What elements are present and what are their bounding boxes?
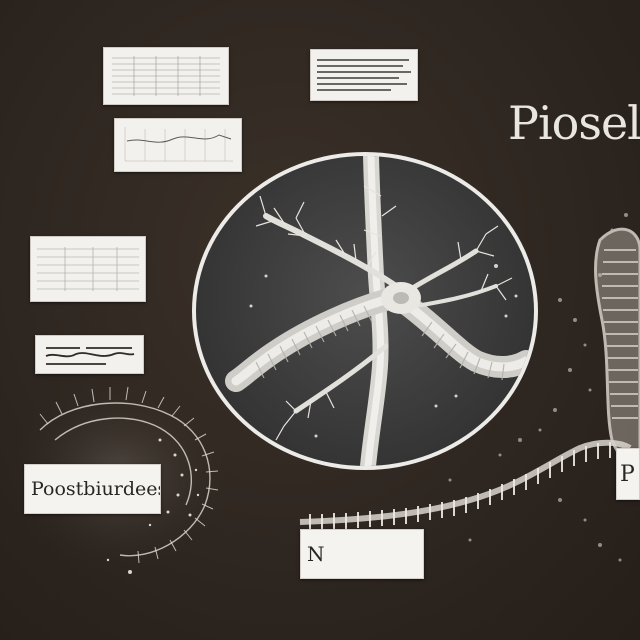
table-graphic — [37, 247, 139, 291]
caption-label-left: Poostbiurdees — [24, 464, 161, 514]
line-chart-graphic — [124, 127, 233, 162]
right-partial-text: P — [620, 461, 635, 487]
branching-specimen — [225, 156, 534, 466]
bottom-label-text: N — [307, 542, 325, 566]
data-card-top-center — [310, 49, 418, 101]
page-title: Piosel — [508, 96, 640, 150]
spine-column — [594, 227, 640, 472]
right-partial-card: P — [616, 448, 640, 500]
scatter-dots — [448, 213, 628, 562]
text-card-left — [35, 335, 144, 374]
specimen-circle — [192, 152, 538, 470]
bottom-label-card: N — [300, 529, 424, 579]
data-table-graphic — [112, 56, 220, 96]
data-card-top-left — [103, 47, 229, 105]
data-card-mid-left — [30, 236, 146, 302]
tail-vertebrae — [309, 442, 611, 530]
handwriting-graphic — [45, 347, 135, 365]
chart-card — [114, 118, 242, 172]
text-lines-graphic — [317, 59, 411, 91]
caption-text: Poostbiurdees — [31, 478, 161, 500]
